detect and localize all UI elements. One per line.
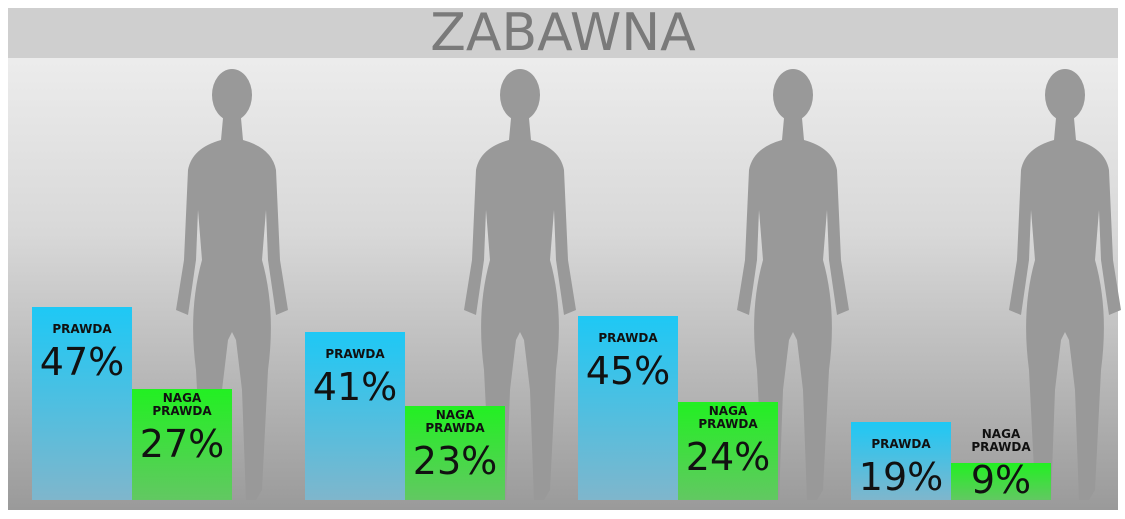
series-label: NAGA PRAWDA xyxy=(150,392,214,418)
value-label: 47% xyxy=(32,342,132,382)
series-label: PRAWDA xyxy=(869,438,933,451)
value-label: 9% xyxy=(951,460,1051,500)
value-label: 19% xyxy=(851,457,951,497)
value-label: 24% xyxy=(678,437,778,477)
title: ZABAWNA xyxy=(430,3,696,63)
series-label: PRAWDA xyxy=(323,348,387,361)
value-label: 41% xyxy=(305,367,405,407)
value-label: 45% xyxy=(578,351,678,391)
series-label: PRAWDA xyxy=(50,323,114,336)
series-label: NAGA PRAWDA xyxy=(969,428,1033,454)
series-label: PRAWDA xyxy=(596,332,660,345)
infographic: ZABAWNA 47% PRAWDA 27% NAGA PRAWDA 41% PRAWDA… xyxy=(0,0,1125,519)
series-label: NAGA PRAWDA xyxy=(696,405,760,431)
value-label: 23% xyxy=(405,441,505,481)
series-label: NAGA PRAWDA xyxy=(423,409,487,435)
value-label: 27% xyxy=(132,424,232,464)
